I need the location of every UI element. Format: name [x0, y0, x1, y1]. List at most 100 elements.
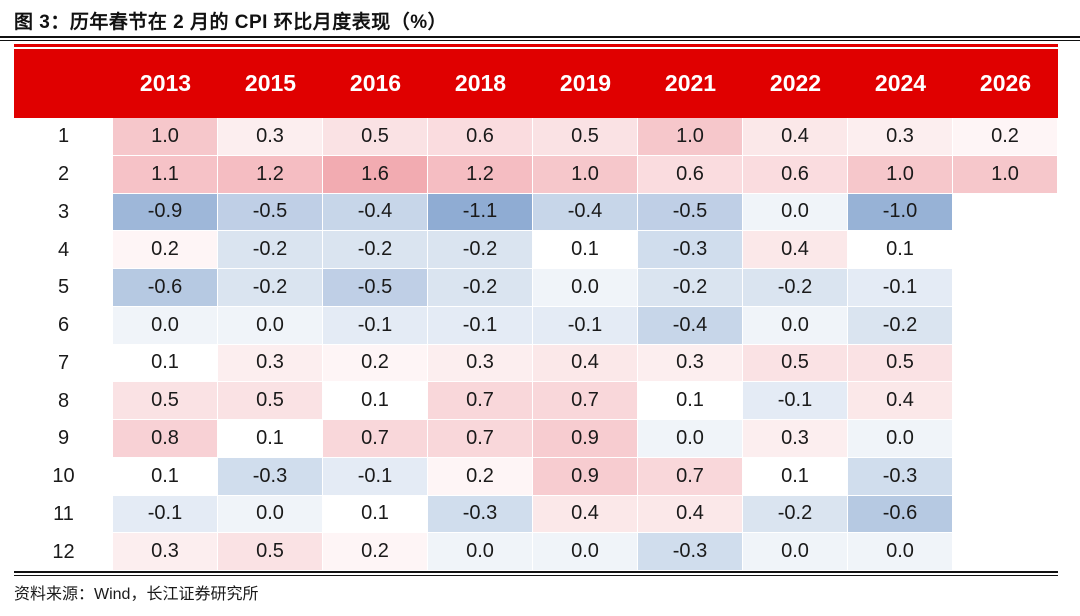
year-header-cell: 2019	[533, 49, 638, 118]
value-cell: 1.6	[323, 155, 428, 194]
value-cell: 0.1	[848, 231, 953, 269]
value-cell: -0.3	[218, 457, 323, 496]
value-cell: 0.6	[743, 155, 848, 194]
value-cell: -0.4	[533, 193, 638, 232]
value-cell: 0.6	[638, 155, 743, 194]
value-cell: 0.7	[428, 420, 533, 458]
heatmap-table: 2013 2015 2016 2018 2019 2021 2022 2024 2026 1 1.…	[14, 49, 1058, 571]
value-cell: 1.0	[848, 155, 953, 194]
value-cell	[953, 306, 1058, 345]
table-row: 3 -0.9 -0.5 -0.4 -1.1 -0.4 -0.5 0.0 -1.0	[14, 193, 1058, 232]
value-cell: -0.4	[638, 306, 743, 345]
table-bottom-rule	[14, 571, 1058, 576]
table-row: 11 -0.1 0.0 0.1 -0.3 0.4 0.4 -0.2 -0.6	[14, 495, 1058, 534]
value-cell: 0.1	[533, 231, 638, 269]
table-header: 2013 2015 2016 2018 2019 2021 2022 2024 2026	[14, 49, 1058, 118]
value-cell: 0.1	[323, 495, 428, 534]
value-cell	[953, 457, 1058, 496]
month-label-cell: 3	[14, 193, 113, 232]
value-cell: 0.7	[323, 420, 428, 458]
year-header-cell: 2021	[638, 49, 743, 118]
month-label-cell: 10	[14, 457, 113, 496]
value-cell: 1.0	[113, 118, 218, 156]
value-cell: 0.4	[743, 231, 848, 269]
value-cell: 0.7	[638, 457, 743, 496]
value-cell: 0.2	[113, 231, 218, 269]
value-cell: 0.4	[743, 118, 848, 156]
value-cell: 0.3	[113, 533, 218, 571]
value-cell: 0.3	[848, 118, 953, 156]
month-label-cell: 6	[14, 306, 113, 345]
table-row: 1 1.0 0.3 0.5 0.6 0.5 1.0 0.4 0.3 0.2	[14, 118, 1058, 156]
value-cell	[953, 533, 1058, 571]
value-cell: -1.1	[428, 193, 533, 232]
figure-title: 图 3：历年春节在 2 月的 CPI 环比月度表现（%）	[14, 12, 448, 33]
value-cell: 0.5	[743, 344, 848, 383]
value-cell: -0.1	[323, 457, 428, 496]
value-cell: 0.0	[848, 420, 953, 458]
value-cell: -0.3	[638, 231, 743, 269]
value-cell: -0.1	[743, 382, 848, 420]
value-cell: -0.1	[323, 306, 428, 345]
value-cell: -0.4	[323, 193, 428, 232]
month-label-cell: 12	[14, 533, 113, 571]
value-cell: 0.1	[218, 420, 323, 458]
month-label-cell: 8	[14, 382, 113, 420]
table-top-rule	[14, 44, 1058, 47]
value-cell: 0.0	[743, 306, 848, 345]
value-cell: 1.0	[533, 155, 638, 194]
table-row: 9 0.8 0.1 0.7 0.7 0.9 0.0 0.3 0.0	[14, 420, 1058, 458]
value-cell: 1.1	[113, 155, 218, 194]
value-cell: 0.5	[848, 344, 953, 383]
year-header-cell: 2016	[323, 49, 428, 118]
value-cell: 0.1	[323, 382, 428, 420]
value-cell	[953, 495, 1058, 534]
value-cell: 0.0	[848, 533, 953, 571]
value-cell	[953, 231, 1058, 269]
title-underline	[0, 36, 1080, 41]
value-cell: 0.9	[533, 457, 638, 496]
value-cell: -0.2	[638, 269, 743, 307]
value-cell	[953, 269, 1058, 307]
value-cell: -0.1	[428, 306, 533, 345]
year-header-cell: 2022	[743, 49, 848, 118]
value-cell: -0.3	[848, 457, 953, 496]
table-row: 8 0.5 0.5 0.1 0.7 0.7 0.1 -0.1 0.4	[14, 382, 1058, 420]
value-cell: 0.0	[533, 269, 638, 307]
value-cell: -0.2	[428, 269, 533, 307]
value-cell	[953, 344, 1058, 383]
value-cell: 0.3	[743, 420, 848, 458]
value-cell: 1.0	[953, 155, 1058, 194]
value-cell: 0.6	[428, 118, 533, 156]
value-cell	[953, 193, 1058, 232]
year-header-cell: 2013	[113, 49, 218, 118]
value-cell: -0.2	[428, 231, 533, 269]
year-header-cell: 2024	[848, 49, 953, 118]
month-label-cell: 9	[14, 420, 113, 458]
value-cell: 0.0	[638, 420, 743, 458]
value-cell: 0.1	[743, 457, 848, 496]
value-cell: 0.3	[638, 344, 743, 383]
value-cell: -0.3	[428, 495, 533, 534]
value-cell: -0.1	[848, 269, 953, 307]
value-cell: -0.2	[848, 306, 953, 345]
value-cell: 0.1	[113, 457, 218, 496]
year-header-cell: 2018	[428, 49, 533, 118]
value-cell: -0.9	[113, 193, 218, 232]
value-cell: 0.8	[113, 420, 218, 458]
value-cell: 0.2	[323, 344, 428, 383]
value-cell: -0.5	[218, 193, 323, 232]
table-row: 10 0.1 -0.3 -0.1 0.2 0.9 0.7 0.1 -0.3	[14, 457, 1058, 496]
value-cell: -0.2	[218, 231, 323, 269]
table-row: 7 0.1 0.3 0.2 0.3 0.4 0.3 0.5 0.5	[14, 344, 1058, 383]
value-cell: 0.5	[533, 118, 638, 156]
value-cell: 0.2	[428, 457, 533, 496]
value-cell: 1.2	[218, 155, 323, 194]
value-cell: 0.1	[638, 382, 743, 420]
table-row: 5 -0.6 -0.2 -0.5 -0.2 0.0 -0.2 -0.2 -0.1	[14, 269, 1058, 307]
value-cell: -1.0	[848, 193, 953, 232]
value-cell	[953, 420, 1058, 458]
month-label-cell: 5	[14, 269, 113, 307]
value-cell: -0.5	[323, 269, 428, 307]
